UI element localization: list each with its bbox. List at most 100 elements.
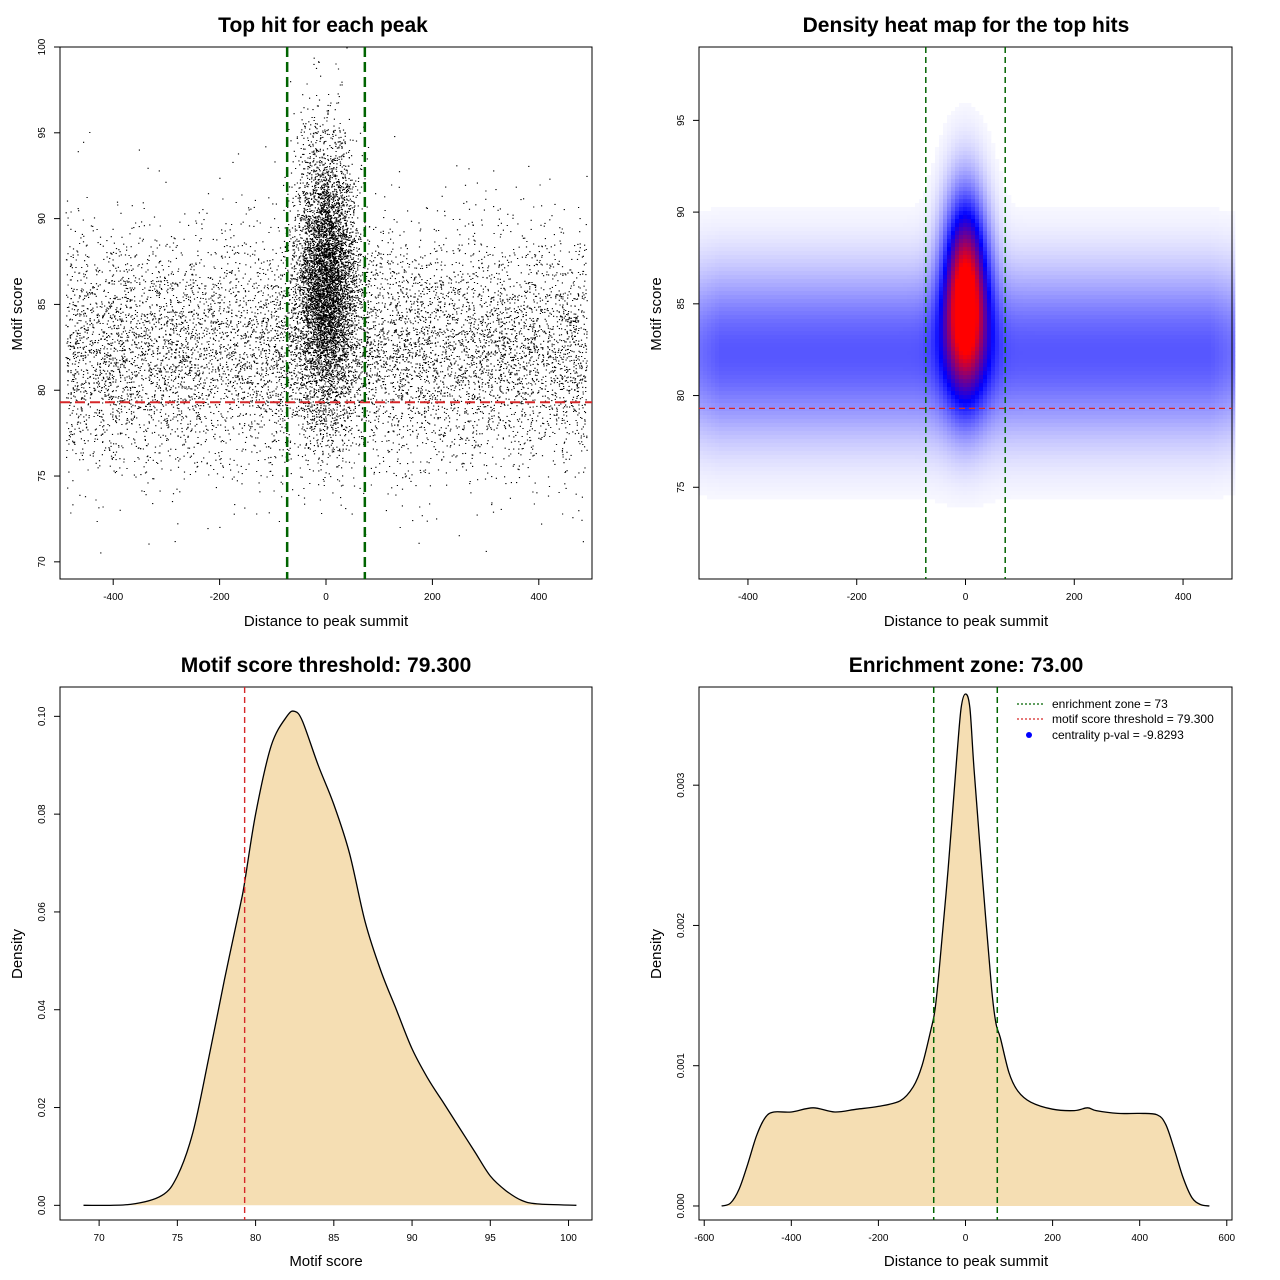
heatmap-cell bbox=[955, 119, 960, 124]
heatmap-cell bbox=[887, 227, 892, 232]
heatmap-cell bbox=[931, 403, 936, 408]
heatmap-cell bbox=[827, 283, 832, 288]
heatmap-cell bbox=[911, 435, 916, 440]
heatmap-cell bbox=[931, 363, 936, 368]
heatmap-cell bbox=[767, 275, 772, 280]
heatmap-cell bbox=[915, 431, 920, 436]
heatmap-cell bbox=[883, 483, 888, 488]
heatmap-cell bbox=[811, 231, 816, 236]
heatmap-cell bbox=[751, 387, 756, 392]
heatmap-cell bbox=[919, 299, 924, 304]
heatmap-cell bbox=[899, 331, 904, 336]
heatmap-cell bbox=[811, 255, 816, 260]
heatmap-cell bbox=[887, 279, 892, 284]
heatmap-cell bbox=[847, 479, 852, 484]
heatmap-cell bbox=[911, 455, 916, 460]
heatmap-cell bbox=[815, 383, 820, 388]
heatmap-cell bbox=[715, 259, 720, 264]
heatmap-cell bbox=[803, 363, 808, 368]
heatmap-cell bbox=[703, 335, 708, 340]
heatmap-cell bbox=[903, 331, 908, 336]
heatmap-cell bbox=[935, 347, 940, 352]
heatmap-cell bbox=[739, 387, 744, 392]
heatmap-cell bbox=[867, 451, 872, 456]
heatmap-cell bbox=[951, 183, 956, 188]
heatmap-cell bbox=[703, 235, 708, 240]
scatter-x-axis-label: Distance to peak summit bbox=[244, 613, 409, 630]
heatmap-cell bbox=[867, 403, 872, 408]
heatmap-cell bbox=[843, 247, 848, 252]
heatmap-cell bbox=[875, 459, 880, 464]
heatmap-cell bbox=[699, 323, 704, 328]
heatmap-cell bbox=[791, 355, 796, 360]
heatmap-cell bbox=[779, 287, 784, 292]
heatmap-cell bbox=[903, 463, 908, 468]
heatmap-cell bbox=[947, 175, 952, 180]
heatmap-cell bbox=[867, 287, 872, 292]
heatmap-cell bbox=[727, 295, 732, 300]
heatmap-cell bbox=[735, 339, 740, 344]
heatmap-cell bbox=[883, 447, 888, 452]
heatmap-cell bbox=[763, 251, 768, 256]
heatmap-cell bbox=[895, 367, 900, 372]
heatmap-cell bbox=[843, 419, 848, 424]
heatmap-cell bbox=[931, 419, 936, 424]
heatmap-cell bbox=[959, 299, 964, 304]
heatmap-cell bbox=[719, 427, 724, 432]
heatmap-cell bbox=[711, 491, 716, 496]
heatmap-cell bbox=[943, 375, 948, 380]
heatmap-cell bbox=[727, 447, 732, 452]
heatmap-cell bbox=[787, 379, 792, 384]
heatmap-cell bbox=[751, 235, 756, 240]
heatmap-cell bbox=[795, 351, 800, 356]
heatmap-cell bbox=[803, 335, 808, 340]
heatmap-cell bbox=[815, 319, 820, 324]
heatmap-cell bbox=[951, 127, 956, 132]
heatmap-cell bbox=[915, 363, 920, 368]
heatmap-cell bbox=[739, 307, 744, 312]
heatmap-cell bbox=[903, 311, 908, 316]
heatmap-cell bbox=[915, 391, 920, 396]
heatmap-cell bbox=[875, 451, 880, 456]
heatmap-cell bbox=[743, 395, 748, 400]
heatmap-cell bbox=[715, 375, 720, 380]
heatmap-cell bbox=[867, 239, 872, 244]
heatmap-cell bbox=[819, 411, 824, 416]
heatmap-cell bbox=[891, 359, 896, 364]
heatmap-cell bbox=[831, 339, 836, 344]
heatmap-cell bbox=[703, 455, 708, 460]
heatmap-cell bbox=[939, 411, 944, 416]
heatmap-cell bbox=[723, 307, 728, 312]
heatmap-cell bbox=[911, 303, 916, 308]
heatmap-cell bbox=[907, 227, 912, 232]
heatmap-cell bbox=[951, 175, 956, 180]
heatmap-cell bbox=[711, 359, 716, 364]
heatmap-cell bbox=[931, 379, 936, 384]
heatmap-cell bbox=[839, 355, 844, 360]
heatmap-cell bbox=[739, 323, 744, 328]
heatmap-cell bbox=[955, 431, 960, 436]
heatmap-cell bbox=[723, 267, 728, 272]
heatmap-cell bbox=[719, 243, 724, 248]
heatmap-cell bbox=[883, 347, 888, 352]
heatmap-cell bbox=[951, 111, 956, 116]
heatmap-cell bbox=[911, 235, 916, 240]
heatmap-cell bbox=[711, 207, 716, 212]
heatmap-cell bbox=[891, 263, 896, 268]
scatter-y-tick-label: 85 bbox=[37, 298, 48, 310]
heatmap-cell bbox=[727, 207, 732, 212]
heatmap-cell bbox=[951, 363, 956, 368]
heatmap-cell bbox=[899, 327, 904, 332]
heatmap-cell bbox=[827, 471, 832, 476]
heatmap-cell bbox=[795, 359, 800, 364]
heatmap-cell bbox=[699, 411, 704, 416]
heatmap-cell bbox=[823, 287, 828, 292]
heatmap-cell bbox=[875, 347, 880, 352]
heatmap-cell bbox=[915, 223, 920, 228]
heatmap-cell bbox=[815, 435, 820, 440]
heatmap-cell bbox=[827, 319, 832, 324]
heatmap-cell bbox=[751, 487, 756, 492]
heatmap-cell bbox=[951, 479, 956, 484]
heatmap-cell bbox=[827, 379, 832, 384]
heatmap-cell bbox=[731, 403, 736, 408]
